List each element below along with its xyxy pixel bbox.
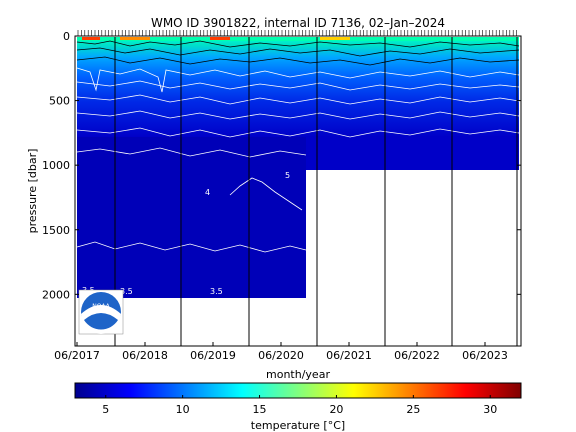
colorbar-tick-label: 5 (102, 403, 109, 416)
colorbar-tick-label: 10 (176, 403, 190, 416)
noaa-logo: NOAA (78, 289, 124, 335)
isotherm-line (76, 241, 307, 253)
y-tick-label: 500 (49, 95, 70, 108)
surface-layer (77, 37, 519, 41)
isotherm-label: 5 (285, 171, 290, 180)
x-axis: 06/2017 06/2018 06/2019 06/2020 06/2021 06/20… (54, 342, 508, 381)
surface-warm-patch (320, 37, 350, 40)
isotherm-line (76, 127, 520, 138)
colorbar-tick-label: 20 (329, 403, 343, 416)
colorbar-tick-label: 25 (406, 403, 420, 416)
isotherm-line (76, 40, 520, 48)
isotherm-label: 4 (205, 188, 210, 197)
surface-warm-patch (120, 37, 150, 40)
plot-frame (74, 35, 522, 347)
colorbar-tick-label: 30 (483, 403, 497, 416)
isotherm-label: 3.5 (120, 287, 133, 296)
x-tick-label: 06/2019 (190, 349, 236, 362)
x-tick-label: 06/2018 (122, 349, 168, 362)
colorbar-tick-label: 15 (253, 403, 267, 416)
no-data-region (306, 170, 519, 346)
x-tick-label: 06/2021 (326, 349, 372, 362)
y-tick-label: 1500 (42, 224, 70, 237)
isotherm-line (76, 56, 520, 66)
colorbar-gradient (74, 382, 522, 399)
isotherm-line (229, 177, 303, 211)
x-tick-label: 06/2022 (394, 349, 440, 362)
colorbar-label-text: temperature [°C] (251, 419, 345, 432)
deep-water-region (77, 130, 306, 298)
y-axis: 0 500 1000 1500 2000 pressure [dbar] (26, 30, 521, 301)
plot-area: 3.5 3.5 3.5 4 5 NOAA (74, 30, 522, 347)
x-axis-label: month/year (266, 368, 330, 381)
x-tick-label: 06/2017 (54, 349, 100, 362)
y-tick-label: 2000 (42, 288, 70, 301)
isotherms (76, 40, 520, 253)
colorbar-label: temperature [°C] (251, 419, 345, 432)
isotherm-label: 3.5 (210, 287, 223, 296)
profile-ticks (77, 30, 517, 36)
y-tick-label: 1000 (42, 159, 70, 172)
x-tick-label: 06/2023 (462, 349, 508, 362)
y-axis-label: pressure [dbar] (26, 149, 39, 234)
x-tick-label: 06/2020 (258, 349, 304, 362)
surface-warm-patch (82, 37, 100, 40)
chart-title: WMO ID 3901822, internal ID 7136, 02–Jan… (151, 16, 445, 30)
isotherm-line (76, 94, 520, 105)
isotherm-line (76, 110, 520, 120)
isotherm-line (76, 80, 520, 91)
y-tick-label: 0 (63, 30, 70, 43)
isotherm-line (76, 67, 520, 93)
surface-warm-patch (210, 37, 230, 40)
logo-text: NOAA (92, 303, 110, 310)
isotherm-line (76, 147, 307, 158)
colorbar: 5 10 15 20 25 30 temperature [°C] (74, 382, 522, 432)
isotherm-line (76, 47, 520, 57)
